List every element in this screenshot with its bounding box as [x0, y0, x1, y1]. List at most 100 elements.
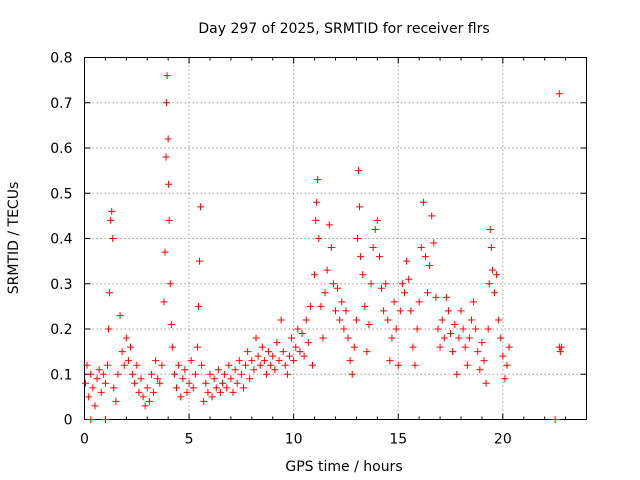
data-point [82, 379, 90, 387]
data-point [129, 370, 137, 378]
data-point [105, 325, 113, 333]
data-point [200, 397, 208, 405]
data-point [167, 320, 175, 328]
data-point [440, 334, 448, 342]
data-point [248, 357, 256, 365]
data-point [108, 207, 116, 215]
grid-lines [84, 57, 587, 420]
data-point [378, 284, 386, 292]
data-point [384, 316, 392, 324]
data-point [484, 325, 492, 333]
data-point [233, 379, 241, 387]
data-point [271, 366, 279, 374]
x-tick-label: 0 [80, 432, 89, 448]
y-tick-label: 0.5 [50, 186, 72, 202]
data-point [442, 293, 450, 301]
data-point [499, 352, 507, 360]
data-point [133, 361, 141, 369]
data-point [239, 384, 247, 392]
data-point [480, 357, 488, 365]
data-point [390, 298, 398, 306]
data-point [214, 366, 222, 374]
data-point [198, 361, 206, 369]
data-point [258, 343, 266, 351]
data-point [283, 370, 291, 378]
data-point [430, 239, 438, 247]
data-point [392, 325, 400, 333]
data-point [164, 135, 172, 143]
y-tick-label: 0.8 [50, 51, 72, 67]
data-point [127, 343, 135, 351]
data-point [321, 289, 329, 297]
data-point [476, 366, 484, 374]
data-point [212, 384, 220, 392]
data-point [116, 311, 124, 319]
data-point [325, 221, 333, 229]
data-point [250, 366, 258, 374]
data-point [478, 339, 486, 347]
data-point [104, 361, 112, 369]
data-point [380, 307, 388, 315]
data-point [165, 216, 173, 224]
x-axis-tick-labels: 0 5 10 15 20 [80, 432, 512, 448]
data-point [346, 357, 354, 365]
data-point [319, 334, 327, 342]
data-point [505, 343, 513, 351]
data-point [312, 216, 320, 224]
data-point [173, 384, 181, 392]
data-point [467, 316, 475, 324]
data-point [210, 375, 218, 383]
data-point [194, 302, 202, 310]
data-point [181, 366, 189, 374]
data-point [357, 253, 365, 261]
data-point [396, 307, 404, 315]
data-point [398, 280, 406, 288]
x-tick-label: 20 [494, 432, 512, 448]
y-tick-label: 0 [64, 413, 73, 429]
data-point [465, 334, 473, 342]
data-point [407, 307, 415, 315]
data-point [432, 293, 440, 301]
y-tick-label: 0.7 [50, 96, 72, 112]
data-point [463, 361, 471, 369]
data-point [449, 348, 457, 356]
data-point [338, 298, 346, 306]
data-point [101, 416, 109, 423]
data-point [285, 352, 293, 360]
data-point [244, 348, 252, 356]
data-point [486, 225, 494, 233]
data-point [419, 198, 427, 206]
data-point [459, 325, 467, 333]
data-point [227, 375, 235, 383]
data-point [193, 343, 201, 351]
data-points [82, 72, 565, 423]
data-point [434, 325, 442, 333]
data-point [363, 348, 371, 356]
plot-area-frame [84, 57, 587, 420]
data-point [373, 216, 381, 224]
data-point [405, 275, 413, 283]
data-point [451, 320, 459, 328]
data-point [202, 379, 210, 387]
data-point [162, 99, 170, 107]
data-point [141, 402, 149, 410]
data-point [369, 244, 377, 252]
data-point [472, 325, 480, 333]
data-point [265, 348, 273, 356]
data-point [453, 370, 461, 378]
data-point [556, 348, 564, 356]
data-point [139, 393, 147, 401]
data-point [237, 370, 245, 378]
data-point [470, 298, 478, 306]
data-point [165, 180, 173, 188]
data-point [158, 361, 166, 369]
data-point [411, 361, 419, 369]
x-axis-title: GPS time / hours [285, 459, 402, 475]
data-point [162, 153, 170, 161]
data-point [294, 325, 302, 333]
data-point [219, 379, 227, 387]
data-point [444, 307, 452, 315]
data-point [290, 357, 298, 365]
x-tick-label: 15 [389, 432, 407, 448]
data-point [106, 289, 114, 297]
